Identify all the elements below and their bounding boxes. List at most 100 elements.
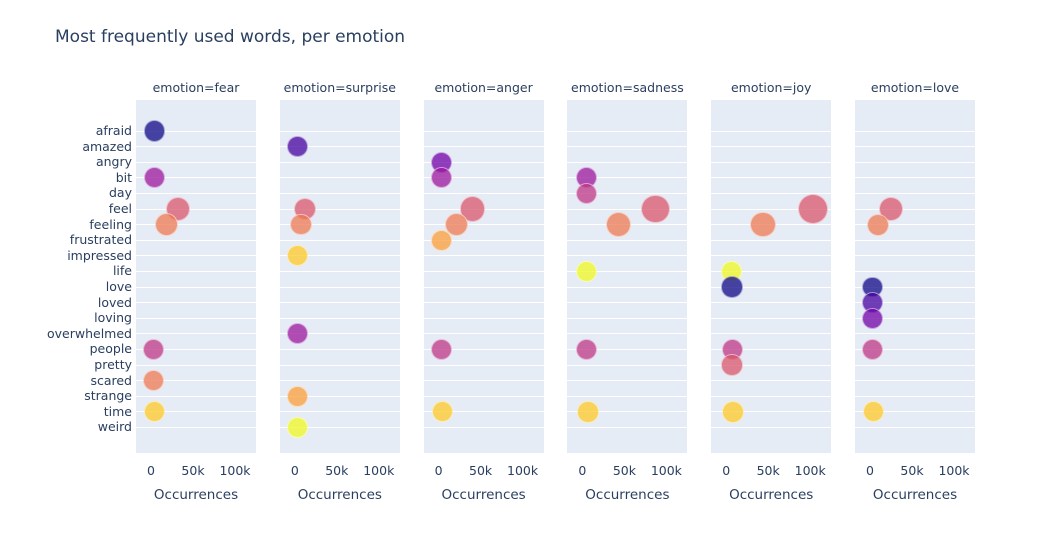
point-sadness-day[interactable]: [575, 182, 598, 204]
point-love-feel[interactable]: [879, 197, 903, 221]
y-tick-label-frustrated: frustrated: [69, 232, 132, 248]
gridline-amazed: [855, 146, 975, 148]
point-surprise-feeling[interactable]: [290, 213, 312, 236]
x-tick-label-joy-100k: 100k: [794, 463, 826, 478]
gridline-loving: [567, 317, 688, 319]
point-sadness-people[interactable]: [575, 338, 598, 360]
gridline-overwhelmed: [711, 333, 832, 335]
y-tick-label-feeling: feeling: [89, 216, 132, 232]
gridline-overwhelmed: [855, 333, 975, 335]
x-axis-title-anger: Occurrences: [441, 487, 526, 503]
point-sadness-feeling[interactable]: [605, 211, 632, 238]
y-tick-label-feel: feel: [108, 201, 132, 216]
x-axis-title-sadness: Occurrences: [585, 487, 670, 503]
gridline-strange: [423, 395, 544, 397]
gridline-day: [855, 192, 975, 194]
gridline-strange: [567, 395, 688, 397]
plot-panel-surprise: [279, 100, 400, 453]
gridline-impressed: [855, 255, 975, 257]
y-tick-label-loving: loving: [94, 310, 132, 326]
gridline-angry: [711, 161, 832, 163]
point-sadness-life[interactable]: [575, 260, 598, 282]
gridline-day: [567, 192, 688, 194]
gridline-weird: [279, 426, 400, 428]
point-fear-scared[interactable]: [143, 370, 165, 392]
point-surprise-overwhelmed[interactable]: [286, 323, 308, 345]
point-surprise-amazed[interactable]: [286, 136, 308, 157]
gridline-bit: [855, 177, 975, 179]
gridline-impressed: [711, 255, 832, 257]
point-anger-feeling[interactable]: [444, 212, 468, 237]
x-tick-label-anger-100k: 100k: [507, 463, 539, 478]
point-joy-feeling[interactable]: [750, 211, 776, 238]
gridline-loving: [423, 317, 544, 319]
gridline-love: [279, 286, 400, 288]
gridline-frustrated: [279, 239, 400, 241]
gridline-afraid: [423, 130, 544, 132]
point-joy-pretty[interactable]: [721, 354, 743, 376]
gridline-strange: [279, 395, 400, 397]
gridline-feel: [855, 208, 975, 210]
point-love-people[interactable]: [862, 338, 884, 360]
point-anger-people[interactable]: [431, 338, 453, 360]
point-sadness-feel[interactable]: [641, 194, 670, 224]
point-surprise-strange[interactable]: [286, 385, 308, 407]
gridline-frustrated: [136, 239, 256, 241]
x-tick-label-anger-50k: 50k: [469, 463, 493, 478]
gridline-bit: [136, 177, 256, 179]
gridline-frustrated: [423, 239, 544, 241]
gridline-feeling: [855, 224, 975, 226]
gridline-feel: [711, 208, 832, 210]
gridline-life: [855, 270, 975, 272]
point-joy-feel[interactable]: [797, 194, 828, 224]
point-fear-people[interactable]: [143, 338, 165, 360]
x-tick-label-fear-0: 0: [147, 463, 155, 478]
gridline-loved: [711, 302, 832, 304]
point-love-feeling[interactable]: [867, 213, 890, 236]
gridline-time: [855, 411, 975, 413]
point-anger-frustrated[interactable]: [430, 229, 452, 251]
gridline-overwhelmed: [423, 333, 544, 335]
point-joy-love[interactable]: [721, 276, 743, 298]
y-tick-label-strange: strange: [84, 388, 132, 404]
point-surprise-weird[interactable]: [286, 416, 308, 438]
x-tick-label-sadness-0: 0: [578, 463, 587, 478]
gridline-feel: [279, 208, 400, 210]
gridline-amazed: [279, 146, 400, 148]
point-joy-time[interactable]: [722, 400, 745, 423]
gridline-people: [279, 348, 400, 350]
point-anger-time[interactable]: [431, 401, 453, 423]
gridline-loving: [279, 317, 400, 319]
point-fear-feeling[interactable]: [155, 213, 179, 237]
gridline-pretty: [711, 364, 832, 366]
gridline-afraid: [136, 130, 256, 132]
gridline-pretty: [423, 364, 544, 366]
gridline-angry: [136, 161, 256, 163]
gridline-love: [855, 286, 975, 288]
gridline-pretty: [279, 364, 400, 366]
facet-title-joy: emotion=joy: [730, 80, 812, 95]
plot-panel-joy: [711, 100, 832, 453]
point-sadness-time[interactable]: [577, 401, 599, 423]
point-love-time[interactable]: [863, 401, 885, 423]
point-love-loving[interactable]: [862, 307, 884, 329]
gridline-scared: [567, 380, 688, 382]
gridline-impressed: [423, 255, 544, 257]
gridline-overwhelmed: [136, 333, 256, 335]
gridline-strange: [711, 395, 832, 397]
gridline-scared: [855, 380, 975, 382]
gridline-angry: [279, 161, 400, 163]
gridline-afraid: [279, 130, 400, 132]
point-fear-time[interactable]: [143, 401, 165, 423]
point-surprise-impressed[interactable]: [286, 245, 308, 267]
x-tick-label-joy-50k: 50k: [756, 463, 780, 478]
gridline-people: [855, 348, 975, 350]
gridline-amazed: [423, 146, 544, 148]
gridline-loving: [855, 317, 975, 319]
gridline-scared: [423, 380, 544, 382]
gridline-time: [567, 411, 688, 413]
point-fear-afraid[interactable]: [143, 120, 165, 142]
gridline-people: [136, 348, 256, 350]
point-anger-bit[interactable]: [431, 167, 453, 189]
point-fear-bit[interactable]: [144, 167, 166, 189]
